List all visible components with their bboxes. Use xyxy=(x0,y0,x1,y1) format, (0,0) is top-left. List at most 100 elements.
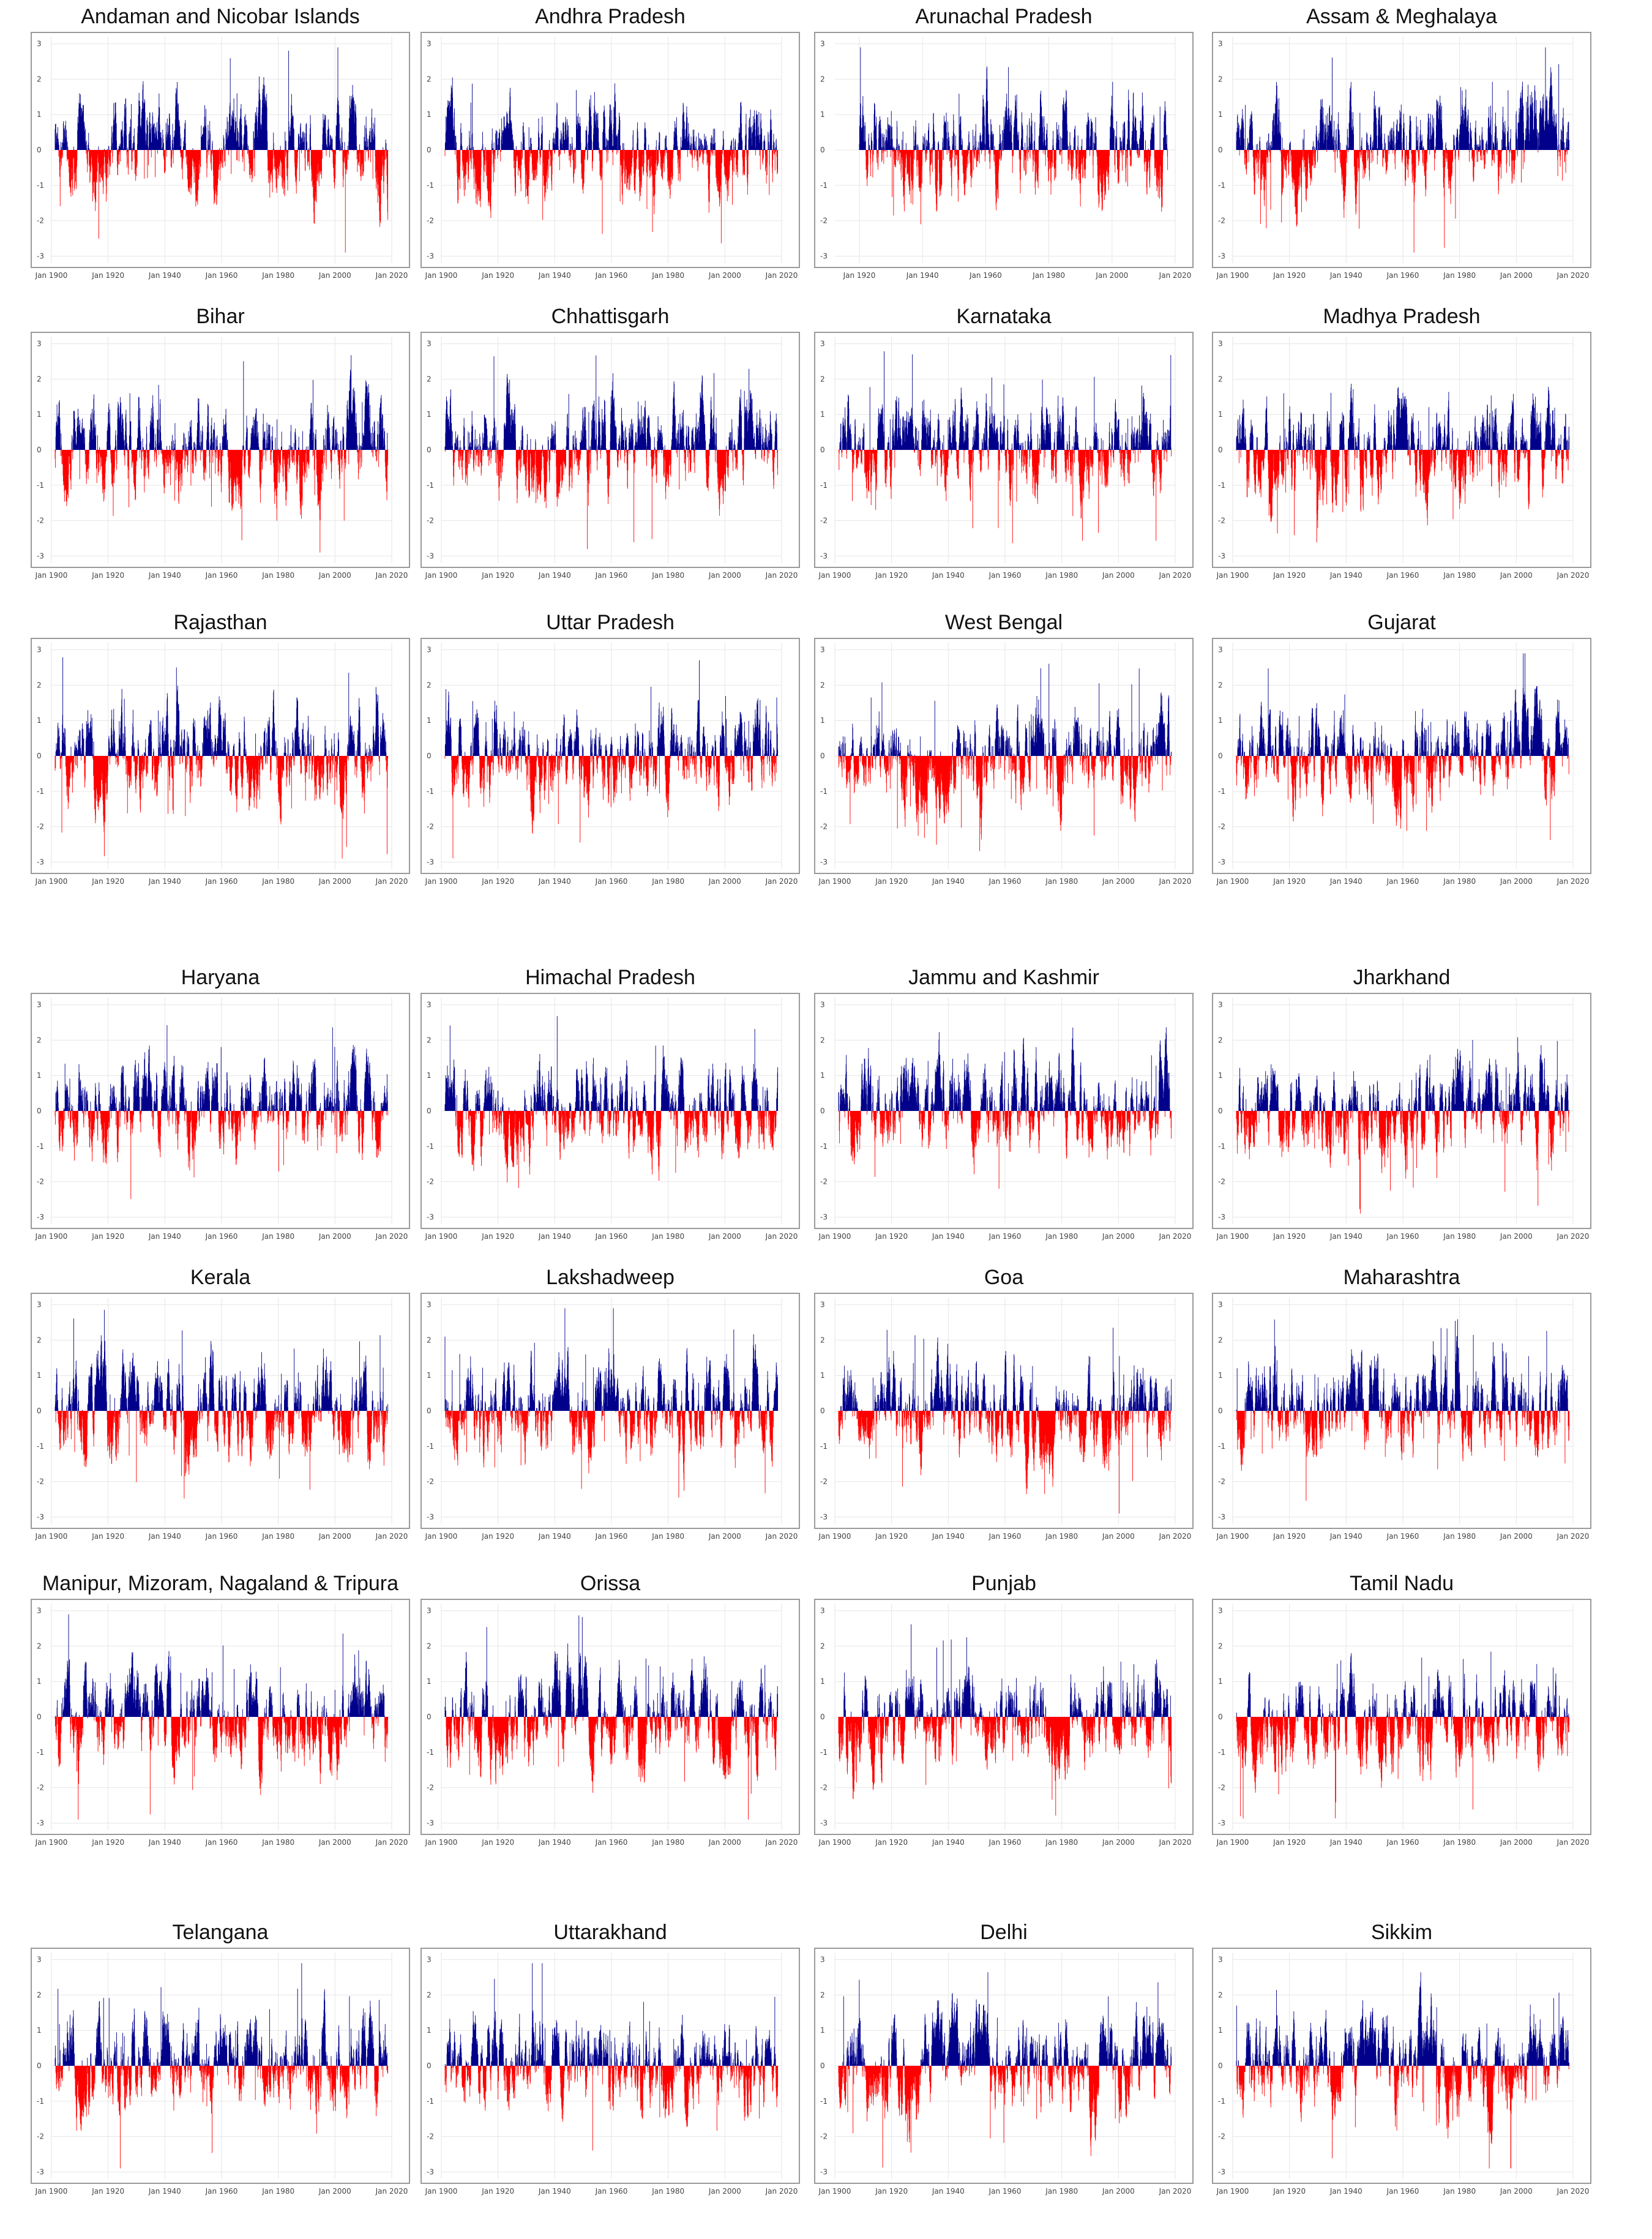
positive-bars xyxy=(444,1016,779,1111)
x-tick-label: Jan 1940 xyxy=(1329,1232,1362,1241)
x-tick-label: Jan 2020 xyxy=(1159,877,1192,886)
x-tick-label: Jan 1940 xyxy=(932,1532,965,1541)
y-tick-label: 1 xyxy=(427,410,432,419)
x-tick-label: Jan 1920 xyxy=(843,271,876,280)
chart-panel: Andhra Pradesh 3 2 1 0 -1 -2 -3 Jan 1900 Jan 1920… xyxy=(420,0,800,288)
positive-bars xyxy=(843,1624,1171,1717)
x-tick-label: Jan 2000 xyxy=(318,1838,351,1847)
y-tick-label: 1 xyxy=(1218,110,1223,119)
y-tick-label: 1 xyxy=(820,410,825,419)
y-tick-label: 2 xyxy=(1218,1642,1223,1650)
chart-title: Uttar Pradesh xyxy=(546,611,675,634)
x-tick-label: Jan 1940 xyxy=(1329,877,1362,886)
y-tick-label: 0 xyxy=(820,446,825,454)
y-tick-label: 2 xyxy=(37,1336,42,1344)
chart-panel: Bihar 3 2 1 0 -1 -2 -3 Jan 1900 Jan 1920 Jan 1940 J… xyxy=(31,300,410,588)
y-tick-label: -1 xyxy=(427,1142,434,1151)
x-tick-label: Jan 1900 xyxy=(35,271,68,280)
y-tick-label: 3 xyxy=(1218,1001,1223,1009)
chart-title: Arunachal Pradesh xyxy=(915,5,1093,28)
x-tick-label: Jan 2000 xyxy=(1102,1838,1135,1847)
x-tick-label: Jan 2020 xyxy=(765,2187,798,2196)
x-tick-label: Jan 1940 xyxy=(932,1232,965,1241)
positive-bars xyxy=(54,1309,389,1411)
y-tick-label: -2 xyxy=(37,517,44,525)
x-tick-label: Jan 2000 xyxy=(1500,1232,1533,1241)
chart-svg: 3 2 1 0 -1 -2 -3 Jan 1900 Jan 1920 Jan 1940 Jan 19… xyxy=(35,1953,408,2196)
chart-panel: Arunachal Pradesh 3 2 1 0 -1 -2 -3 Jan 1920 Jan 1… xyxy=(814,0,1194,288)
chart-svg: 3 2 1 0 -1 -2 -3 Jan 1900 Jan 1920 Jan 1940 Jan 19… xyxy=(818,998,1191,1241)
x-tick-label: Jan 2000 xyxy=(1500,271,1533,280)
y-tick-label: 2 xyxy=(37,75,42,83)
x-tick-label: Jan 1940 xyxy=(932,2187,965,2196)
x-tick-label: Jan 1960 xyxy=(989,571,1022,580)
x-tick-label: Jan 1960 xyxy=(205,1838,238,1847)
chart-svg: 3 2 1 0 -1 -2 -3 Jan 1900 Jan 1920 Jan 1940 Jan 19… xyxy=(1216,1604,1589,1847)
chart-svg: 3 2 1 0 -1 -2 -3 Jan 1900 Jan 1920 Jan 1940 Jan 19… xyxy=(1216,998,1589,1241)
y-tick-label: 3 xyxy=(37,1301,42,1309)
x-tick-label: Jan 1940 xyxy=(148,271,181,280)
chart-panel: Delhi 3 2 1 0 -1 -2 -3 Jan 1900 Jan 1920 Jan 1940 J… xyxy=(814,1916,1194,2203)
y-tick-label: 0 xyxy=(1218,752,1223,760)
y-tick-label: -1 xyxy=(1218,2097,1225,2106)
chart-svg: 3 2 1 0 -1 -2 -3 Jan 1900 Jan 1920 Jan 1940 Jan 19… xyxy=(35,998,408,1241)
chart-panel: Lakshadweep 3 2 1 0 -1 -2 -3 Jan 1900 Jan 1920 Jan… xyxy=(420,1261,800,1549)
y-tick-label: 3 xyxy=(1218,340,1223,348)
x-tick-label: Jan 1920 xyxy=(875,1232,908,1241)
chart-title: Andhra Pradesh xyxy=(535,5,686,28)
chart-svg: 3 2 1 0 -1 -2 -3 Jan 1900 Jan 1920 Jan 1940 Jan 19… xyxy=(818,337,1192,580)
chart-panel: Maharashtra 3 2 1 0 -1 -2 -3 Jan 1900 Jan 1920 Jan… xyxy=(1212,1261,1591,1549)
y-tick-label: 1 xyxy=(37,1071,42,1080)
x-tick-label: Jan 2000 xyxy=(318,1532,351,1541)
negative-bars xyxy=(839,1111,1172,1189)
y-tick-label: -2 xyxy=(427,1178,434,1186)
negative-bars xyxy=(54,756,389,859)
negative-bars xyxy=(1239,150,1568,253)
positive-bars xyxy=(859,47,1168,150)
y-tick-label: 1 xyxy=(1218,716,1223,725)
negative-bars xyxy=(444,756,777,859)
y-tick-label: 3 xyxy=(37,1607,42,1615)
y-tick-label: 3 xyxy=(820,1607,825,1615)
x-tick-label: Jan 1920 xyxy=(1273,2187,1306,2196)
x-tick-label: Jan 2020 xyxy=(1159,571,1192,580)
y-tick-label: -1 xyxy=(1218,1142,1225,1151)
x-tick-label: Jan 1940 xyxy=(1329,1532,1362,1541)
chart-title: Jammu and Kashmir xyxy=(908,966,1099,989)
x-tick-label: Jan 1900 xyxy=(35,1838,68,1847)
y-tick-label: -3 xyxy=(37,1512,44,1521)
y-tick-label: 0 xyxy=(37,2061,42,2070)
y-tick-label: -1 xyxy=(427,181,434,190)
y-tick-label: -1 xyxy=(1218,1442,1225,1451)
x-tick-label: Jan 2000 xyxy=(318,271,351,280)
chart-title: Bihar xyxy=(196,305,245,328)
chart-panel: Rajasthan 3 2 1 0 -1 -2 -3 Jan 1900 Jan 1920 Jan 1… xyxy=(31,606,410,894)
x-tick-label: Jan 2020 xyxy=(1159,2187,1192,2196)
y-tick-label: 1 xyxy=(1218,2026,1223,2035)
chart-svg: 3 2 1 0 -1 -2 -3 Jan 1900 Jan 1920 Jan 1940 Jan 19… xyxy=(35,1604,408,1847)
y-tick-label: 2 xyxy=(427,375,432,383)
x-tick-label: Jan 1960 xyxy=(595,271,628,280)
y-tick-label: 1 xyxy=(37,110,42,119)
chart-svg: 3 2 1 0 -1 -2 -3 Jan 1900 Jan 1920 Jan 1940 Jan 19… xyxy=(1216,37,1589,280)
y-tick-label: -1 xyxy=(37,1442,44,1451)
x-tick-label: Jan 2020 xyxy=(375,1532,408,1541)
negative-bars xyxy=(58,150,389,253)
x-tick-label: Jan 1900 xyxy=(425,271,458,280)
x-tick-label: Jan 1900 xyxy=(425,1532,458,1541)
negative-bars xyxy=(838,450,1172,544)
x-tick-label: Jan 1980 xyxy=(261,1838,294,1847)
x-tick-label: Jan 1980 xyxy=(1045,1838,1078,1847)
x-tick-label: Jan 1900 xyxy=(818,571,851,580)
x-tick-label: Jan 1900 xyxy=(1216,2187,1249,2196)
y-tick-label: -3 xyxy=(37,2167,44,2176)
x-tick-label: Jan 1980 xyxy=(261,571,294,580)
x-tick-label: Jan 1960 xyxy=(595,1532,628,1541)
chart-panel: Haryana 3 2 1 0 -1 -2 -3 Jan 1900 Jan 1920 Jan 194… xyxy=(31,961,410,1249)
y-tick-label: 0 xyxy=(427,1407,432,1415)
x-tick-label: Jan 1900 xyxy=(1216,271,1249,280)
y-tick-label: 2 xyxy=(820,1642,825,1650)
negative-bars xyxy=(1236,2066,1569,2169)
x-tick-label: Jan 1920 xyxy=(481,1232,514,1241)
x-tick-label: Jan 1960 xyxy=(1386,1232,1419,1241)
